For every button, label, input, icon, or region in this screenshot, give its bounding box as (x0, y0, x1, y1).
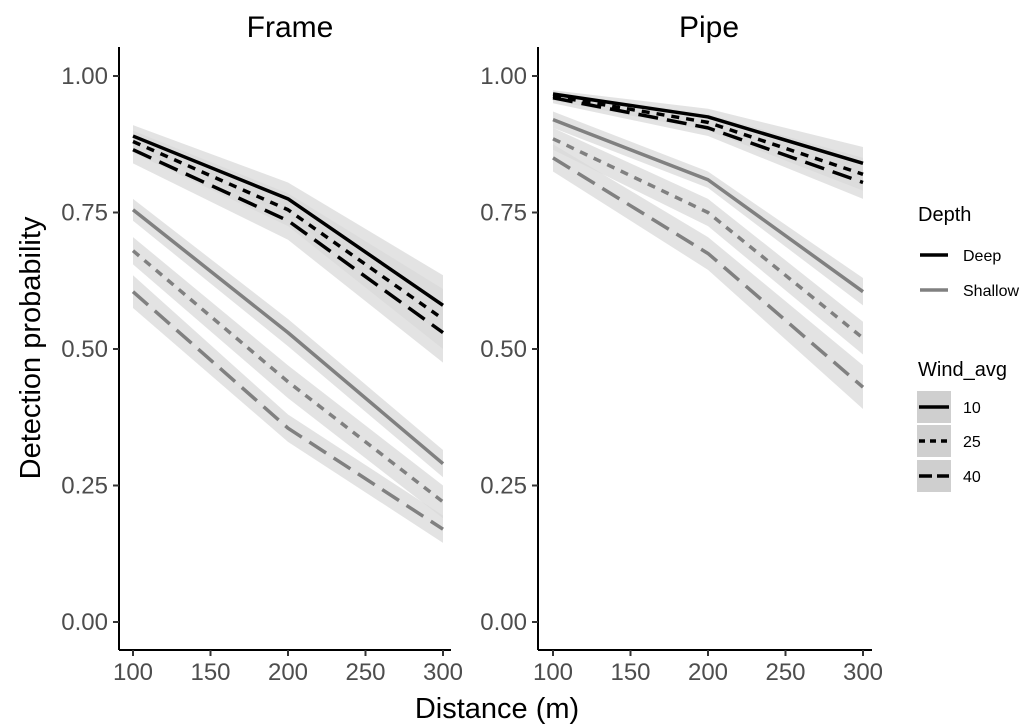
y-tick-label-pipe: 0.25 (480, 473, 527, 500)
y-tick-label-frame: 0.75 (61, 200, 108, 227)
y-axis-title: Detection probability (15, 216, 47, 479)
legend-title-depth: Depth (918, 204, 971, 226)
panel-title-pipe: Pipe (679, 11, 739, 44)
series-line-pipe-deep-25 (552, 94, 864, 176)
y-tick-label-pipe: 1.00 (480, 63, 527, 90)
panel-pipe: Pipe 0.00 0.25 0.50 0.75 1.00 100 150 200 250 300 (480, 11, 883, 686)
ribbon-pipe-deep-40 (553, 92, 863, 199)
y-tick-label-pipe: 0.75 (480, 200, 527, 227)
series-line-frame-shallow-10 (131, 208, 445, 465)
x-tick-label-pipe: 200 (688, 659, 728, 686)
legend-title-wind: Wind_avg (918, 359, 1007, 381)
legend: Depth Wind_avg Deep Shallow 10 25 40 (917, 204, 1019, 492)
y-tick-label-frame: 0.50 (61, 336, 108, 363)
panel-title-frame: Frame (247, 11, 334, 44)
x-tick-label-pipe: 150 (610, 659, 650, 686)
y-tick-label-pipe: 0.50 (480, 336, 527, 363)
y-tick-label-pipe: 0.00 (480, 609, 527, 636)
ribbon-pipe-shallow-40 (553, 144, 863, 410)
legend-label-wind-25: 25 (963, 434, 981, 451)
x-axis-title: Distance (m) (415, 693, 579, 725)
series-line-pipe-shallow-10 (552, 118, 865, 294)
y-tick-label-frame: 0.00 (61, 609, 108, 636)
series-line-frame-shallow-40 (131, 290, 444, 531)
legend-label-depth-shallow: Shallow (963, 283, 1019, 300)
legend-label-wind-40: 40 (963, 469, 981, 486)
x-tick-label-pipe: 250 (765, 659, 805, 686)
ribbon-pipe-shallow-25 (553, 127, 863, 355)
x-tick-label-frame: 150 (190, 659, 230, 686)
series-line-frame-shallow-25 (131, 249, 445, 504)
ribbon-frame-shallow-10 (133, 198, 443, 478)
x-tick-label-frame: 300 (423, 659, 463, 686)
legend-label-wind-10: 10 (963, 400, 981, 417)
x-tick-label-pipe: 100 (533, 659, 573, 686)
x-tick-label-frame: 250 (345, 659, 385, 686)
series-line-pipe-shallow-40 (552, 156, 865, 389)
series-line-pipe-shallow-25 (552, 137, 865, 340)
series-line-pipe-deep-10 (552, 92, 864, 166)
series-line-frame-deep-25 (132, 139, 445, 321)
series-line-frame-deep-10 (132, 134, 444, 307)
ribbon-frame-deep-40 (133, 136, 443, 363)
legend-label-depth-deep: Deep (963, 248, 1001, 265)
series-line-pipe-deep-40 (552, 96, 864, 185)
ribbon-frame-shallow-25 (133, 237, 443, 519)
x-tick-label-frame: 200 (268, 659, 308, 686)
y-tick-label-frame: 0.25 (61, 473, 108, 500)
x-tick-label-frame: 100 (113, 659, 153, 686)
ribbon-frame-shallow-40 (133, 275, 443, 543)
panel-frame: Frame 0.00 0.25 0.50 0.75 1.00 100 150 200 250 30… (61, 11, 463, 686)
series-line-frame-deep-40 (132, 148, 445, 335)
x-tick-label-pipe: 300 (843, 659, 883, 686)
y-tick-label-frame: 1.00 (61, 63, 108, 90)
